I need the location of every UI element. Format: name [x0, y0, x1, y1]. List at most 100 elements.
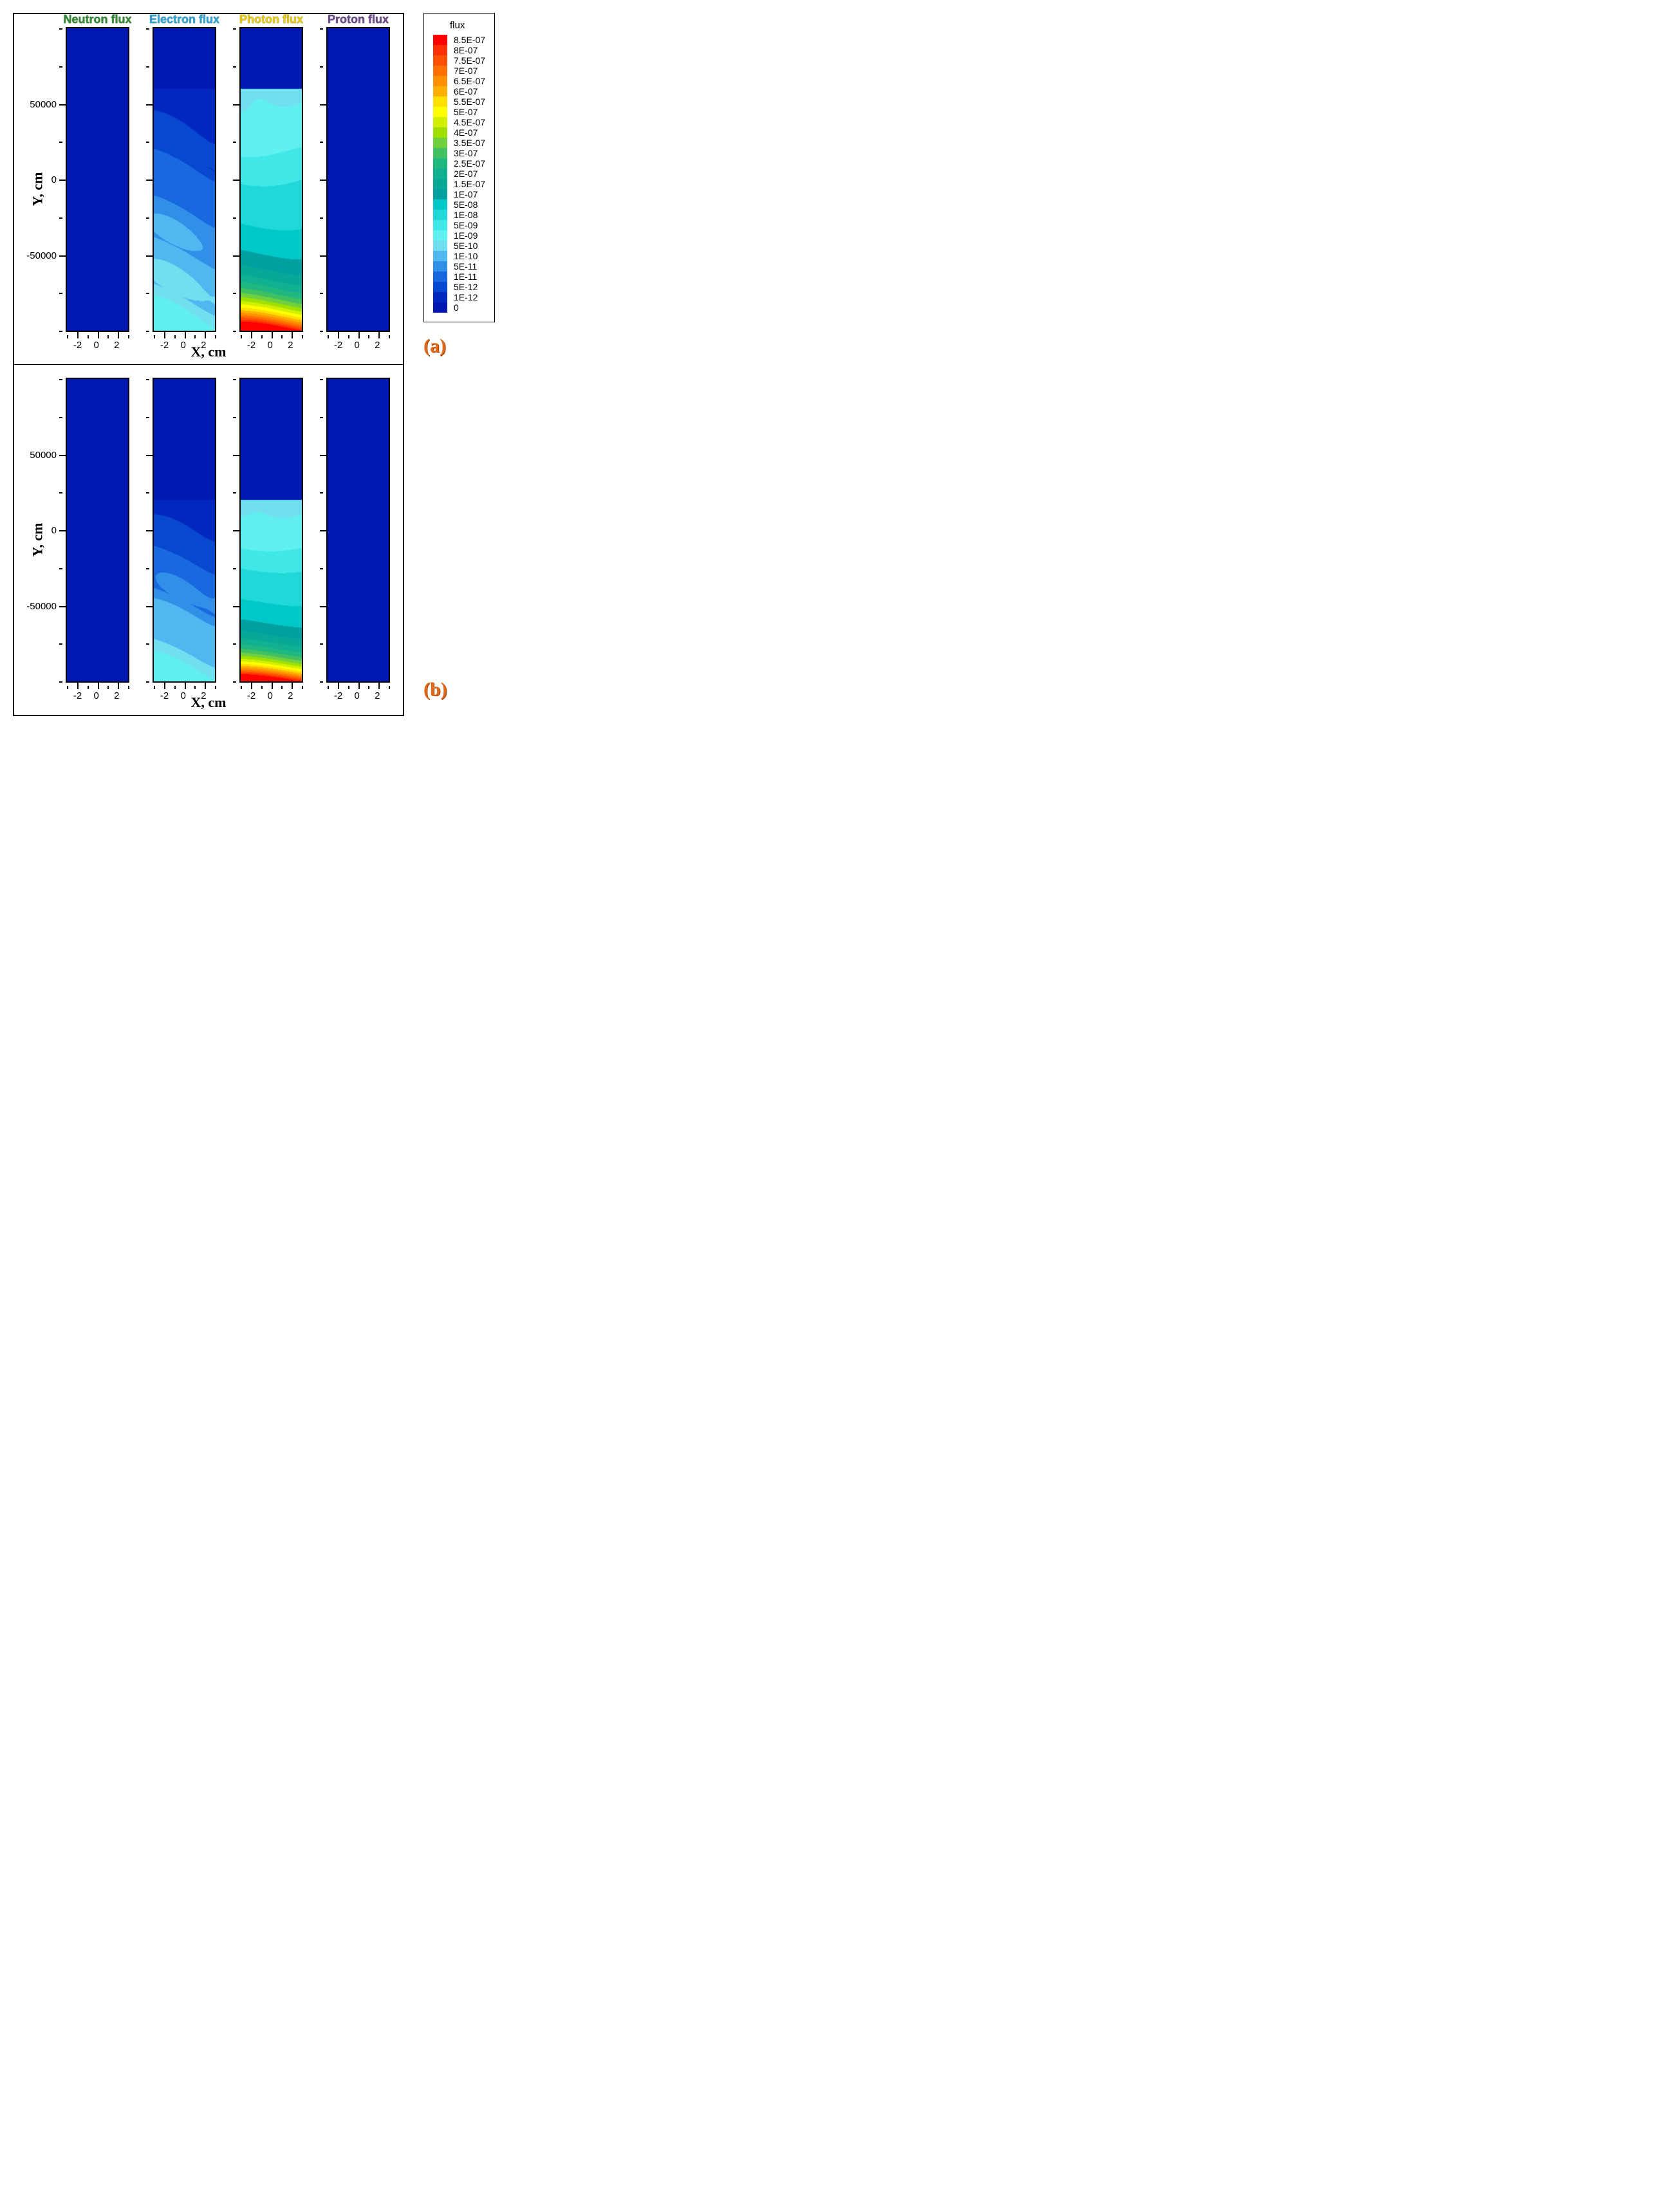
heatmap-wrap: Proton flux-202 [326, 27, 390, 332]
legend-label: 5E-12 [454, 282, 478, 292]
legend-entry: 5.5E-07 [433, 97, 485, 107]
heatmap: -202 [239, 27, 303, 332]
heatmap-wrap: Photon flux-202 [239, 27, 303, 332]
heatmap-title: Photon flux [239, 13, 303, 26]
legend-swatch [433, 272, 447, 282]
legend-swatch [433, 189, 447, 199]
y-axis-label: Y, cm [29, 172, 46, 207]
legend-swatch [433, 210, 447, 220]
legend-entry: 7E-07 [433, 66, 485, 76]
legend-entry: 1E-12 [433, 292, 485, 302]
legend-entry: 2.5E-07 [433, 158, 485, 169]
panel-row: Neutron flux-50000050000-202 Electron flu… [66, 27, 390, 332]
legend-label: 5.5E-07 [454, 97, 485, 107]
heatmap-title: Electron flux [149, 13, 219, 26]
legend-entry: 2E-07 [433, 169, 485, 179]
legend-label: 5E-07 [454, 107, 478, 117]
legend-swatch [433, 282, 447, 292]
legend-swatch [433, 199, 447, 210]
legend-entries: 8.5E-078E-077.5E-077E-076.5E-076E-075.5E… [433, 35, 485, 313]
legend-swatch [433, 117, 447, 127]
legend-label: 1E-09 [454, 231, 478, 241]
panel-marker-a: (a) [423, 335, 495, 357]
legend-label: 1E-12 [454, 293, 478, 302]
legend-label: 1E-08 [454, 210, 478, 220]
heatmap-wrap: -50000050000-202 [66, 378, 129, 683]
heatmap: -202 [326, 378, 390, 683]
legend-label: 2E-07 [454, 169, 478, 179]
legend-entry: 1E-11 [433, 272, 485, 282]
legend-label: 3E-07 [454, 149, 478, 158]
heatmap-wrap: -202 [326, 378, 390, 683]
legend-label: 4E-07 [454, 128, 478, 138]
legend-entry: 1E-07 [433, 189, 485, 199]
legend-swatch [433, 179, 447, 189]
legend-label: 7E-07 [454, 66, 478, 76]
legend-entry: 5E-11 [433, 261, 485, 272]
legend-entry: 1E-10 [433, 251, 485, 261]
legend-label: 0 [454, 303, 459, 313]
legend-label: 5E-08 [454, 200, 478, 210]
legend-swatch [433, 86, 447, 97]
legend-label: 1E-11 [454, 272, 477, 282]
legend-entry: 5E-08 [433, 199, 485, 210]
legend-entry: 8E-07 [433, 45, 485, 55]
legend-entry: 6.5E-07 [433, 76, 485, 86]
legend-entry: 3.5E-07 [433, 138, 485, 148]
legend-label: 2.5E-07 [454, 159, 485, 169]
legend-swatch [433, 241, 447, 251]
legend-swatch [433, 302, 447, 313]
panel-marker-b: (b) [423, 679, 495, 701]
x-axis-label: X, cm [191, 344, 227, 360]
legend-swatch [433, 230, 447, 241]
legend-swatch [433, 66, 447, 76]
colormap-legend: flux 8.5E-078E-077.5E-077E-076.5E-076E-0… [423, 13, 495, 322]
legend-label: 6.5E-07 [454, 77, 485, 86]
legend-swatch [433, 261, 447, 272]
heatmap: -202 [153, 378, 216, 683]
heatmap-wrap: Neutron flux-50000050000-202 [66, 27, 129, 332]
legend-swatch [433, 292, 447, 302]
heatmap: -202 [326, 27, 390, 332]
legend-column: flux 8.5E-078E-077.5E-077E-076.5E-076E-0… [423, 13, 495, 701]
y-axis-label: Y, cm [29, 523, 46, 557]
legend-entry: 1E-09 [433, 230, 485, 241]
legend-entry: 7.5E-07 [433, 55, 485, 66]
legend-entry: 0 [433, 302, 485, 313]
legend-label: 7.5E-07 [454, 56, 485, 66]
legend-swatch [433, 138, 447, 148]
legend-entry: 5E-12 [433, 282, 485, 292]
legend-entry: 5E-10 [433, 241, 485, 251]
heatmap: -50000050000-202 [66, 378, 129, 683]
panel-group-b: -50000050000-202 -202 -202 -202 Y, cm X, cm [14, 365, 403, 715]
legend-label: 3.5E-07 [454, 138, 485, 148]
figure-container: Neutron flux-50000050000-202Electron flu… [13, 13, 1650, 716]
legend-title: flux [450, 20, 485, 31]
legend-label: 1E-10 [454, 252, 478, 261]
legend-swatch [433, 148, 447, 158]
legend-swatch [433, 55, 447, 66]
heatmap: -50000050000-202 [66, 27, 129, 332]
heatmap-wrap: -202 [239, 378, 303, 683]
legend-swatch [433, 45, 447, 55]
panel-group-a: Neutron flux-50000050000-202 Electron flu… [14, 14, 403, 365]
legend-entry: 4.5E-07 [433, 117, 485, 127]
legend-swatch [433, 169, 447, 179]
legend-entry: 1.5E-07 [433, 179, 485, 189]
legend-swatch [433, 107, 447, 117]
legend-entry: 1E-08 [433, 210, 485, 220]
legend-label: 5E-10 [454, 241, 478, 251]
x-axis-label: X, cm [191, 694, 227, 711]
legend-entry: 5E-09 [433, 220, 485, 230]
heatmap: -202 [153, 27, 216, 332]
legend-swatch [433, 220, 447, 230]
legend-label: 8.5E-07 [454, 35, 485, 45]
panel-row: -50000050000-202 -202 -202 -202 [66, 378, 390, 683]
legend-entry: 6E-07 [433, 86, 485, 97]
legend-swatch [433, 251, 447, 261]
heatmap-wrap: Electron flux-202 [153, 27, 216, 332]
legend-swatch [433, 158, 447, 169]
heatmap-title: Neutron flux [64, 13, 132, 26]
legend-label: 5E-09 [454, 221, 478, 230]
legend-entry: 5E-07 [433, 107, 485, 117]
